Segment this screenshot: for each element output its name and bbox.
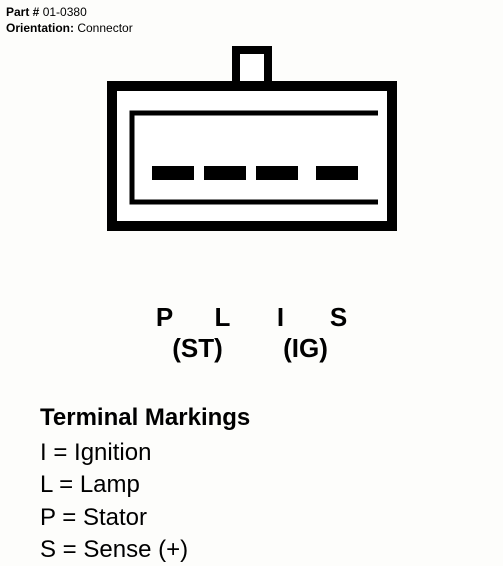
pin-label-i: I bbox=[252, 302, 310, 333]
connector-diagram bbox=[0, 38, 503, 298]
orientation-value: Connector bbox=[77, 21, 132, 35]
marking-p-desc: Stator bbox=[83, 504, 147, 531]
part-value: 01-0380 bbox=[43, 5, 87, 19]
terminal-markings: Terminal Markings I = Ignition L = Lamp … bbox=[40, 402, 503, 566]
marking-s: S = Sense (+) bbox=[40, 534, 503, 566]
marking-s-desc: Sense (+) bbox=[83, 536, 188, 563]
header: Part # 01-0380 Orientation: Connector bbox=[0, 0, 503, 38]
pin-labels: P L I S (ST) (IG) bbox=[92, 302, 412, 364]
part-number-line: Part # 01-0380 bbox=[6, 4, 497, 20]
marking-l-code: L bbox=[40, 471, 52, 498]
pin-1 bbox=[152, 166, 194, 180]
marking-l: L = Lamp bbox=[40, 469, 503, 501]
pin-label-ig: (IG) bbox=[248, 333, 364, 364]
marking-p-code: P bbox=[40, 504, 56, 531]
pin-4 bbox=[316, 166, 358, 180]
orientation-label: Orientation: bbox=[6, 21, 74, 35]
marking-p: P = Stator bbox=[40, 502, 503, 534]
pin-label-p: P bbox=[136, 302, 194, 333]
marking-i: I = Ignition bbox=[40, 437, 503, 469]
marking-i-code: I bbox=[40, 439, 47, 466]
pin-label-s: S bbox=[310, 302, 368, 333]
pin-2 bbox=[204, 166, 246, 180]
connector-body-outer bbox=[112, 86, 392, 226]
pin-3 bbox=[256, 166, 298, 180]
terminal-markings-heading: Terminal Markings bbox=[40, 402, 503, 434]
pin-label-st: (ST) bbox=[140, 333, 256, 364]
orientation-line: Orientation: Connector bbox=[6, 20, 497, 36]
pin-label-l: L bbox=[194, 302, 252, 333]
marking-l-desc: Lamp bbox=[80, 471, 140, 498]
marking-s-code: S bbox=[40, 536, 56, 563]
connector-svg bbox=[82, 38, 422, 248]
pin-labels-top: P L I S bbox=[92, 302, 412, 333]
marking-i-desc: Ignition bbox=[74, 439, 151, 466]
part-label: Part # bbox=[6, 5, 39, 19]
pin-labels-bottom: (ST) (IG) bbox=[92, 333, 412, 364]
